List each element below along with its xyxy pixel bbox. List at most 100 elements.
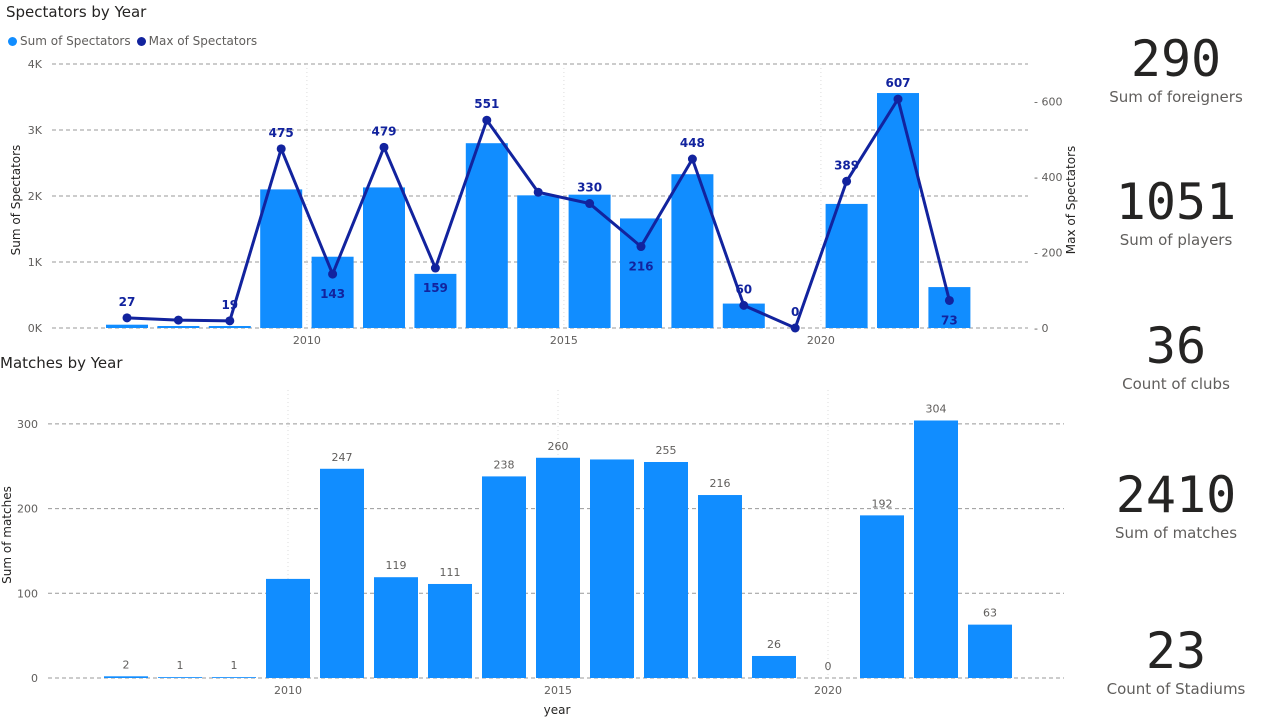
x-tick-label: 2010 <box>274 684 302 697</box>
bar <box>877 93 919 328</box>
bar <box>465 143 508 328</box>
bar <box>590 459 634 678</box>
line-point <box>944 295 954 305</box>
y-tick-label: 200 <box>17 503 38 516</box>
kpi-players[interactable]: 1051 Sum of players <box>1096 173 1256 249</box>
bar <box>428 583 472 678</box>
y2-tick-label: - 200 <box>1034 247 1062 260</box>
bar-data-label: 216 <box>710 477 731 490</box>
line-data-label: 475 <box>269 126 294 140</box>
y-tick-label: 0K <box>28 322 43 335</box>
y-tick-label: 300 <box>17 418 38 431</box>
kpi-matches-label: Sum of matches <box>1114 524 1238 542</box>
line-point <box>122 313 132 323</box>
kpi-matches[interactable]: 2410 Sum of matches <box>1096 466 1256 542</box>
bar <box>212 677 256 678</box>
kpi-clubs-value: 36 <box>1145 317 1207 375</box>
kpi-foreigners[interactable]: 290 Sum of foreigners <box>1096 30 1256 106</box>
line-data-label: 389 <box>834 158 859 172</box>
line-data-label: 143 <box>320 287 345 301</box>
line-point <box>430 263 440 273</box>
bar <box>104 676 148 678</box>
kpi-clubs-label: Count of clubs <box>1122 375 1230 393</box>
kpi-players-label: Sum of players <box>1119 231 1233 249</box>
bar <box>106 324 148 328</box>
bar-data-label: 304 <box>926 402 947 415</box>
kpi-stadiums-label: Count of Stadiums <box>1106 680 1246 698</box>
y-tick-label: 0 <box>31 672 38 685</box>
line-data-label: 216 <box>628 260 653 274</box>
bar-data-label: 26 <box>767 638 781 651</box>
line-point <box>225 316 235 326</box>
line-point <box>379 142 389 152</box>
line-point <box>842 176 852 186</box>
bar <box>517 195 560 328</box>
spectators-legend[interactable]: Sum of Spectators Max of Spectators <box>8 34 257 48</box>
spectators-chart-title: Spectators by Year <box>6 3 147 21</box>
line-data-label: 0 <box>791 305 799 319</box>
y-axis-title: Sum of matches <box>0 486 14 584</box>
line-data-label: 448 <box>680 136 705 150</box>
kpi-stadiums[interactable]: 23 Count of Stadiums <box>1096 622 1256 698</box>
line-point <box>790 323 800 333</box>
y-tick-label: 2K <box>28 190 43 203</box>
bar-data-label: 119 <box>386 559 407 572</box>
y-tick-label: 100 <box>17 587 38 600</box>
kpi-players-value: 1051 <box>1115 173 1237 231</box>
y2-tick-label: - 400 <box>1034 171 1062 184</box>
line-point <box>173 315 183 325</box>
bar <box>266 578 310 678</box>
bar <box>260 189 303 328</box>
bar <box>752 655 796 678</box>
kpi-foreigners-value: 290 <box>1130 30 1222 88</box>
bar-data-label: 1 <box>177 659 184 672</box>
bar <box>158 677 202 678</box>
line-data-label: 330 <box>577 181 602 195</box>
y2-tick-label: - 0 <box>1034 322 1048 335</box>
line-point <box>739 300 749 310</box>
y2-axis-title: Max of Spectators <box>1064 146 1078 255</box>
line-data-label: 551 <box>474 97 499 111</box>
legend-item-sum[interactable]: Sum of Spectators <box>8 34 131 48</box>
kpi-stadiums-value: 23 <box>1145 622 1207 680</box>
bar-data-label: 1 <box>231 659 238 672</box>
bar-data-label: 192 <box>872 497 893 510</box>
bar-data-label: 255 <box>656 444 677 457</box>
matches-chart-title: Matches by Year <box>0 354 123 372</box>
legend-label-max: Max of Spectators <box>148 34 258 48</box>
bar <box>320 468 364 678</box>
bar-data-label: 247 <box>332 451 353 464</box>
kpi-clubs[interactable]: 36 Count of clubs <box>1096 317 1256 393</box>
bar-data-label: 111 <box>440 566 461 579</box>
line-point <box>276 144 286 154</box>
bar-data-label: 238 <box>494 458 515 471</box>
line-data-label: 479 <box>371 124 396 138</box>
line-point <box>533 187 543 197</box>
bar <box>644 462 688 678</box>
legend-dot-sum <box>8 36 17 46</box>
x-tick-label: 2015 <box>550 334 578 347</box>
y-tick-label: 4K <box>28 58 43 71</box>
line-point <box>687 154 697 164</box>
bar <box>374 577 418 678</box>
legend-item-max[interactable]: Max of Spectators <box>136 34 258 48</box>
legend-label-sum: Sum of Spectators <box>20 34 131 48</box>
bar <box>698 495 742 678</box>
x-axis-title: year <box>544 703 571 717</box>
legend-dot-max <box>136 36 146 46</box>
y-tick-label: 1K <box>28 256 43 269</box>
bar-data-label: 2 <box>123 658 130 671</box>
line-point <box>482 115 492 125</box>
matches-chart[interactable]: 0 100 200 300 2010 2015 2020 year Sum of matches… <box>0 380 1090 720</box>
bar <box>968 624 1012 678</box>
line-data-label: 159 <box>423 281 448 295</box>
bar <box>536 457 580 678</box>
line-point <box>328 269 338 279</box>
line-data-label: 19 <box>221 298 238 312</box>
line-data-label: 60 <box>735 282 752 296</box>
bar <box>311 256 354 328</box>
x-tick-label: 2020 <box>807 334 835 347</box>
line-data-label: 73 <box>941 313 958 327</box>
bar-data-label: 0 <box>825 660 832 673</box>
spectators-chart[interactable]: 0K 1K 2K 3K 4K - 0 - 200 - 400 - 600 2010 2015 2020… <box>0 50 1090 350</box>
